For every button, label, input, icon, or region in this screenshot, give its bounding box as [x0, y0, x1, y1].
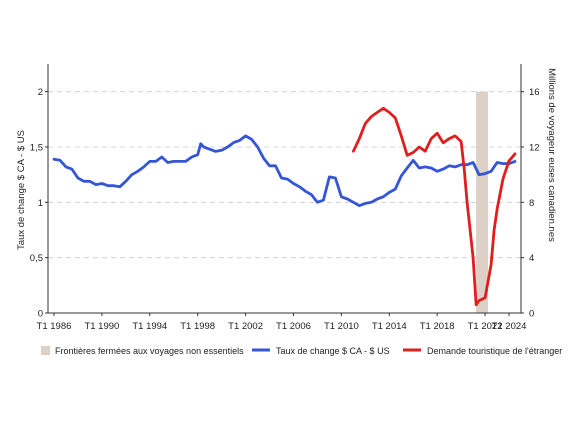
x-tick-label: T1 1986: [37, 321, 72, 332]
legend-item-exchange-rate: Taux de change $ CA - $ US: [252, 346, 390, 356]
gridlines: [48, 91, 521, 259]
legend-label-closure: Frontières fermées aux voyages non essen…: [55, 346, 244, 356]
x-tick-label: T1 2002: [228, 321, 263, 332]
x-tick-label: T1 1998: [180, 321, 215, 332]
y-right-tick-label: 4: [529, 253, 534, 264]
x-tick-label: T1 2010: [324, 321, 359, 332]
closure-shading: [476, 91, 489, 314]
y-right-tick-label: 0: [529, 309, 534, 320]
y-left-tick-label: 0,5: [30, 253, 43, 264]
y-right-tick-label: 8: [529, 198, 534, 209]
y-left-tick-label: 2: [38, 87, 43, 98]
legend-label-tourism: Demande touristique de l'étranger: [427, 346, 562, 356]
x-tick-label: T1 2014: [372, 321, 407, 332]
x-tick-label: T1 1990: [84, 321, 119, 332]
x-tick-label: T1 2018: [420, 321, 455, 332]
x-tick-label: T1 2006: [276, 321, 311, 332]
series-lines: [52, 106, 517, 307]
x-tick-label: T1 2022: [468, 321, 503, 332]
y-right-axis-title: Millions de voyageur euses canadien.nes: [546, 68, 557, 242]
y-right-tick-label: 12: [529, 143, 540, 154]
legend-swatch-closure: [41, 346, 50, 355]
y-left-axis-title: Taux de change $ CA - $ US: [16, 130, 27, 250]
tick-labels: 0 0,5 1 1,5 2 0 4 8 12 16 T1 1986 T1 1990 T1 1994 T1 …: [30, 87, 540, 332]
legend-item-tourism: Demande touristique de l'étranger: [403, 346, 562, 356]
legend-item-closure: Frontières fermées aux voyages non essen…: [41, 346, 244, 356]
tourism-demand-line: [352, 106, 517, 307]
y-left-tick-label: 1,5: [30, 143, 43, 154]
exchange-rate-line: [52, 134, 517, 208]
axes: [45, 64, 524, 316]
y-left-tick-label: 1: [38, 198, 43, 209]
y-left-tick-label: 0: [38, 309, 43, 320]
legend: Frontières fermées aux voyages non essen…: [41, 346, 562, 356]
legend-label-exchange-rate: Taux de change $ CA - $ US: [276, 346, 390, 356]
y-right-tick-label: 16: [529, 87, 540, 98]
x-tick-label: T1 2024: [492, 321, 527, 332]
closure-band: [476, 91, 489, 314]
x-tick-label: T1 1994: [132, 321, 167, 332]
